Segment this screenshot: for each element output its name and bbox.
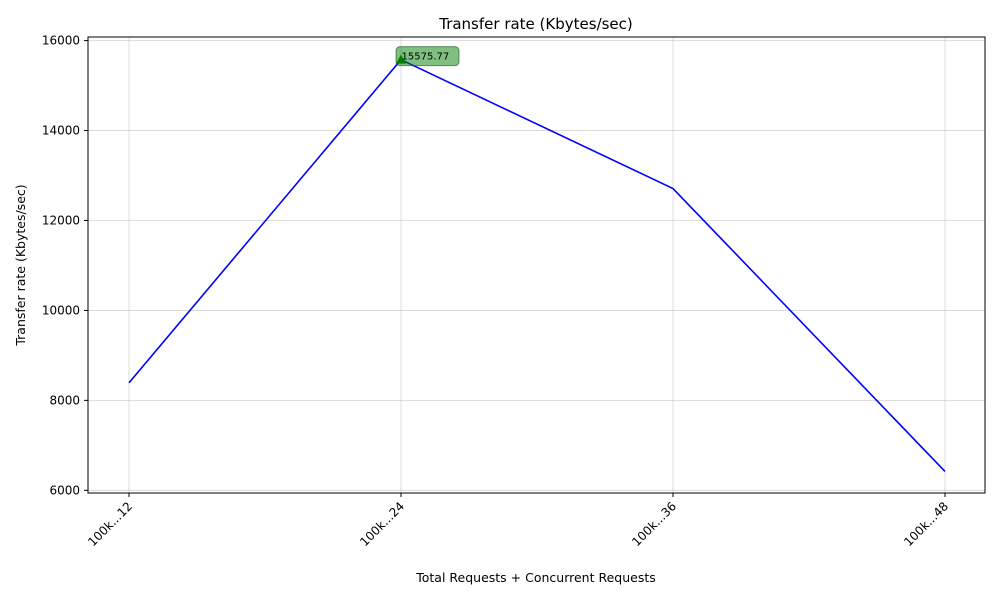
y-tick-label: 6000	[49, 483, 80, 497]
y-tick-label: 16000	[42, 34, 80, 48]
y-tick-label: 8000	[49, 393, 80, 407]
x-axis-ticks: 100k...12 100k...24 100k...36 100k...48	[85, 493, 951, 549]
x-tick-label: 100k...12	[85, 499, 135, 549]
chart-title: Transfer rate (Kbytes/sec)	[438, 15, 633, 33]
x-tick-label: 100k...36	[629, 499, 679, 549]
x-axis-title: Total Requests + Concurrent Requests	[415, 570, 656, 585]
peak-annotation: 15575.77	[395, 46, 460, 67]
y-tick-label: 10000	[42, 303, 80, 317]
plot-frame	[87, 36, 986, 494]
peak-label-box	[395, 46, 460, 67]
grid-lines	[88, 37, 985, 493]
peak-label: 15575.77	[402, 52, 450, 63]
y-axis-title: Transfer rate (Kbytes/sec)	[13, 184, 28, 346]
x-tick-label: 100k...48	[901, 499, 951, 549]
y-tick-label: 12000	[42, 213, 80, 227]
series-layer	[128, 58, 946, 472]
series-line	[128, 58, 946, 472]
y-tick-label: 14000	[42, 124, 80, 138]
x-tick-label: 100k...24	[357, 499, 407, 549]
y-axis-ticks: 6000 8000 10000 12000 14000 16000	[42, 34, 88, 497]
